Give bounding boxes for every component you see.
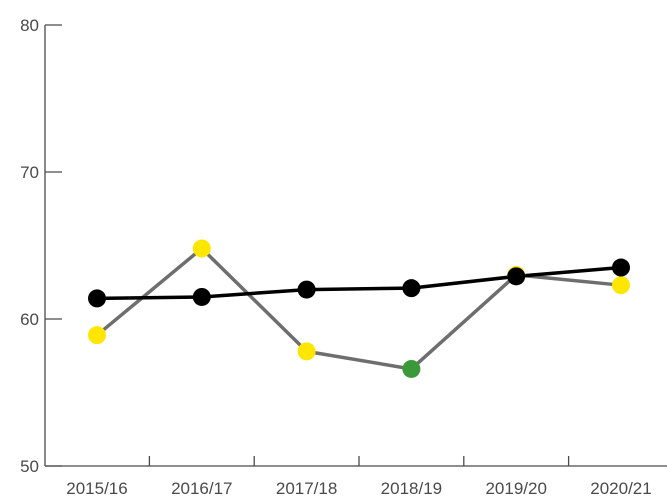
data-point (88, 326, 106, 345)
series-line (95, 246, 622, 371)
y-tick-label: 50 (20, 457, 39, 476)
data-point (612, 276, 630, 295)
y-tick-label: 80 (20, 16, 39, 35)
x-tick-label: 2019/20 (485, 479, 546, 498)
x-tick-label: 2018/19 (381, 479, 442, 498)
x-tick-label: 2020/21 (590, 479, 651, 498)
data-point (192, 239, 211, 258)
x-tick-label: 2017/18 (276, 479, 337, 498)
data-point (402, 279, 421, 298)
y-tick-label: 70 (20, 163, 39, 182)
x-tick-label: 2015/16 (66, 479, 127, 498)
x-tick-label: 2016/17 (171, 479, 232, 498)
axes: 50 60 70 80 2015/16 2016/17 2017/18 2018/19 2019… (20, 16, 667, 498)
data-point (297, 280, 316, 299)
y-tick-label: 60 (20, 310, 39, 329)
data-point (507, 267, 526, 286)
data-point (192, 287, 211, 306)
series-line (96, 265, 622, 301)
data-point (297, 342, 316, 361)
data-point (612, 258, 630, 277)
data-point (402, 359, 421, 378)
series-layer (88, 239, 630, 378)
data-point (88, 289, 106, 308)
